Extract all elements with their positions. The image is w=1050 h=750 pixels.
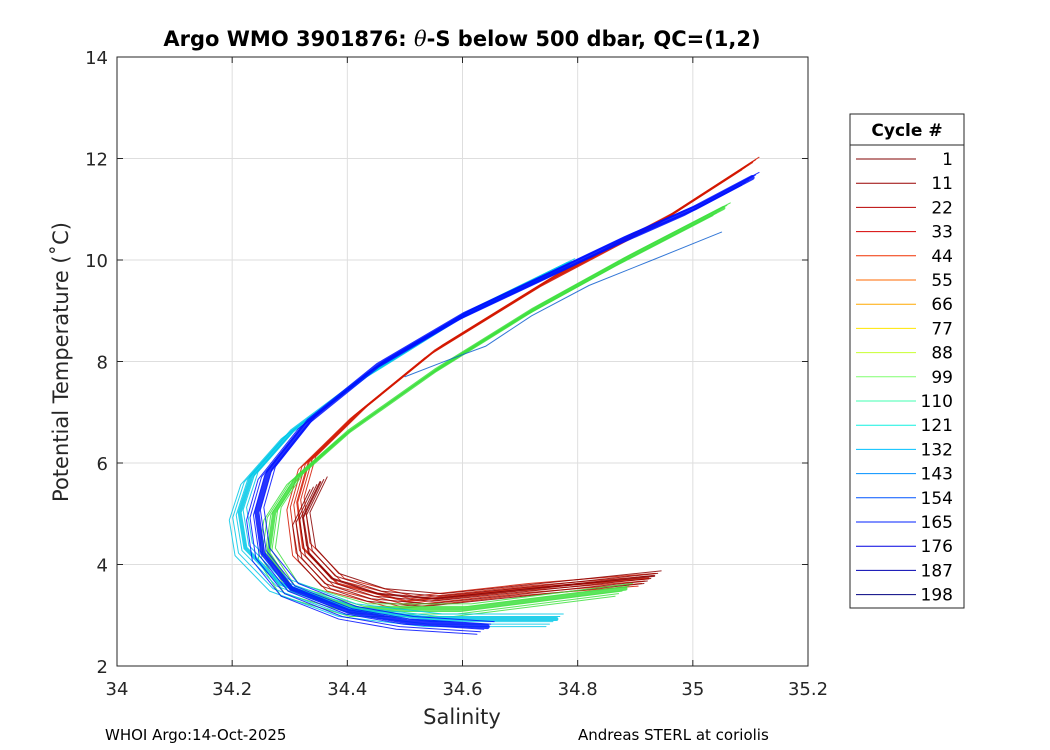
y-tick-label: 2 bbox=[97, 657, 108, 678]
legend-label: 110 bbox=[921, 392, 953, 412]
series-line bbox=[301, 481, 656, 600]
series-line bbox=[274, 202, 731, 605]
legend-label: 1 bbox=[942, 150, 953, 170]
legend-label: 66 bbox=[931, 295, 953, 315]
x-tick-label: 34.4 bbox=[327, 679, 367, 700]
legend-label: 77 bbox=[931, 319, 953, 339]
ticks: 34 34.2 34.4 34.6 34.8 35 35.2 2 4 6 8 10 12 14 bbox=[85, 48, 828, 700]
x-tick-label: 34.2 bbox=[212, 679, 252, 700]
legend-label: 143 bbox=[921, 465, 953, 485]
legend-title: Cycle # bbox=[871, 121, 942, 141]
data-series bbox=[228, 156, 760, 635]
legend-label: 88 bbox=[931, 344, 953, 364]
series-line bbox=[296, 161, 754, 603]
legend-label: 121 bbox=[921, 416, 953, 436]
series-line bbox=[309, 476, 662, 595]
series-line bbox=[259, 174, 757, 625]
x-tick-label: 34.6 bbox=[442, 679, 482, 700]
legend-label: 11 bbox=[931, 174, 953, 194]
title-suffix: -S below 500 dbar, QC=(1,2) bbox=[427, 27, 761, 51]
legend-label: 132 bbox=[921, 440, 953, 460]
grid bbox=[117, 57, 808, 666]
legend-label: 33 bbox=[931, 223, 953, 243]
x-tick-label: 34.8 bbox=[558, 679, 598, 700]
footer-date: WHOI Argo:14-Oct-2025 bbox=[105, 726, 287, 744]
series-line bbox=[261, 212, 717, 615]
x-tick-label: 35.2 bbox=[788, 679, 828, 700]
series-line bbox=[263, 171, 760, 623]
series-line bbox=[254, 175, 755, 630]
legend-box bbox=[849, 113, 965, 609]
y-tick-label: 4 bbox=[97, 556, 108, 577]
series-line bbox=[404, 231, 723, 378]
series-line bbox=[266, 205, 726, 611]
y-tick-label: 12 bbox=[85, 150, 108, 171]
series-line bbox=[292, 489, 645, 607]
footer-author: Andreas STERL at coriolis bbox=[578, 726, 769, 744]
legend-label: 99 bbox=[931, 368, 953, 388]
legend-label: 198 bbox=[921, 586, 953, 606]
series-line bbox=[295, 486, 648, 605]
legend-label: 154 bbox=[921, 489, 953, 509]
legend-label: 187 bbox=[921, 561, 953, 581]
y-tick-label: 10 bbox=[85, 251, 108, 272]
x-tick-label: 35 bbox=[681, 679, 704, 700]
y-tick-label: 6 bbox=[97, 454, 108, 475]
y-tick-label: 14 bbox=[85, 48, 108, 69]
title-theta: θ bbox=[414, 27, 427, 51]
y-axis-label: Potential Temperature (˚C) bbox=[49, 222, 73, 502]
legend-entries: 1112233445566778899110121132143154165176… bbox=[856, 150, 953, 606]
series-line bbox=[257, 215, 714, 618]
x-tick-label: 34 bbox=[106, 679, 129, 700]
series-line bbox=[299, 484, 652, 602]
legend-label: 55 bbox=[931, 271, 953, 291]
series-line bbox=[305, 478, 659, 597]
legend-label: 44 bbox=[931, 247, 953, 267]
series-line bbox=[271, 204, 728, 607]
legend-label: 22 bbox=[931, 198, 953, 218]
title-prefix: Argo WMO 3901876: bbox=[163, 27, 414, 51]
legend-label: 176 bbox=[921, 537, 953, 557]
series-line bbox=[264, 210, 721, 612]
legend: Cycle # 11122334455667788991101211321431… bbox=[849, 113, 965, 609]
legend-label: 165 bbox=[921, 513, 953, 533]
chart-title: Argo WMO 3901876: θ-S below 500 dbar, QC… bbox=[163, 27, 760, 51]
y-tick-label: 8 bbox=[97, 353, 108, 374]
x-axis-label: Salinity bbox=[423, 705, 501, 729]
